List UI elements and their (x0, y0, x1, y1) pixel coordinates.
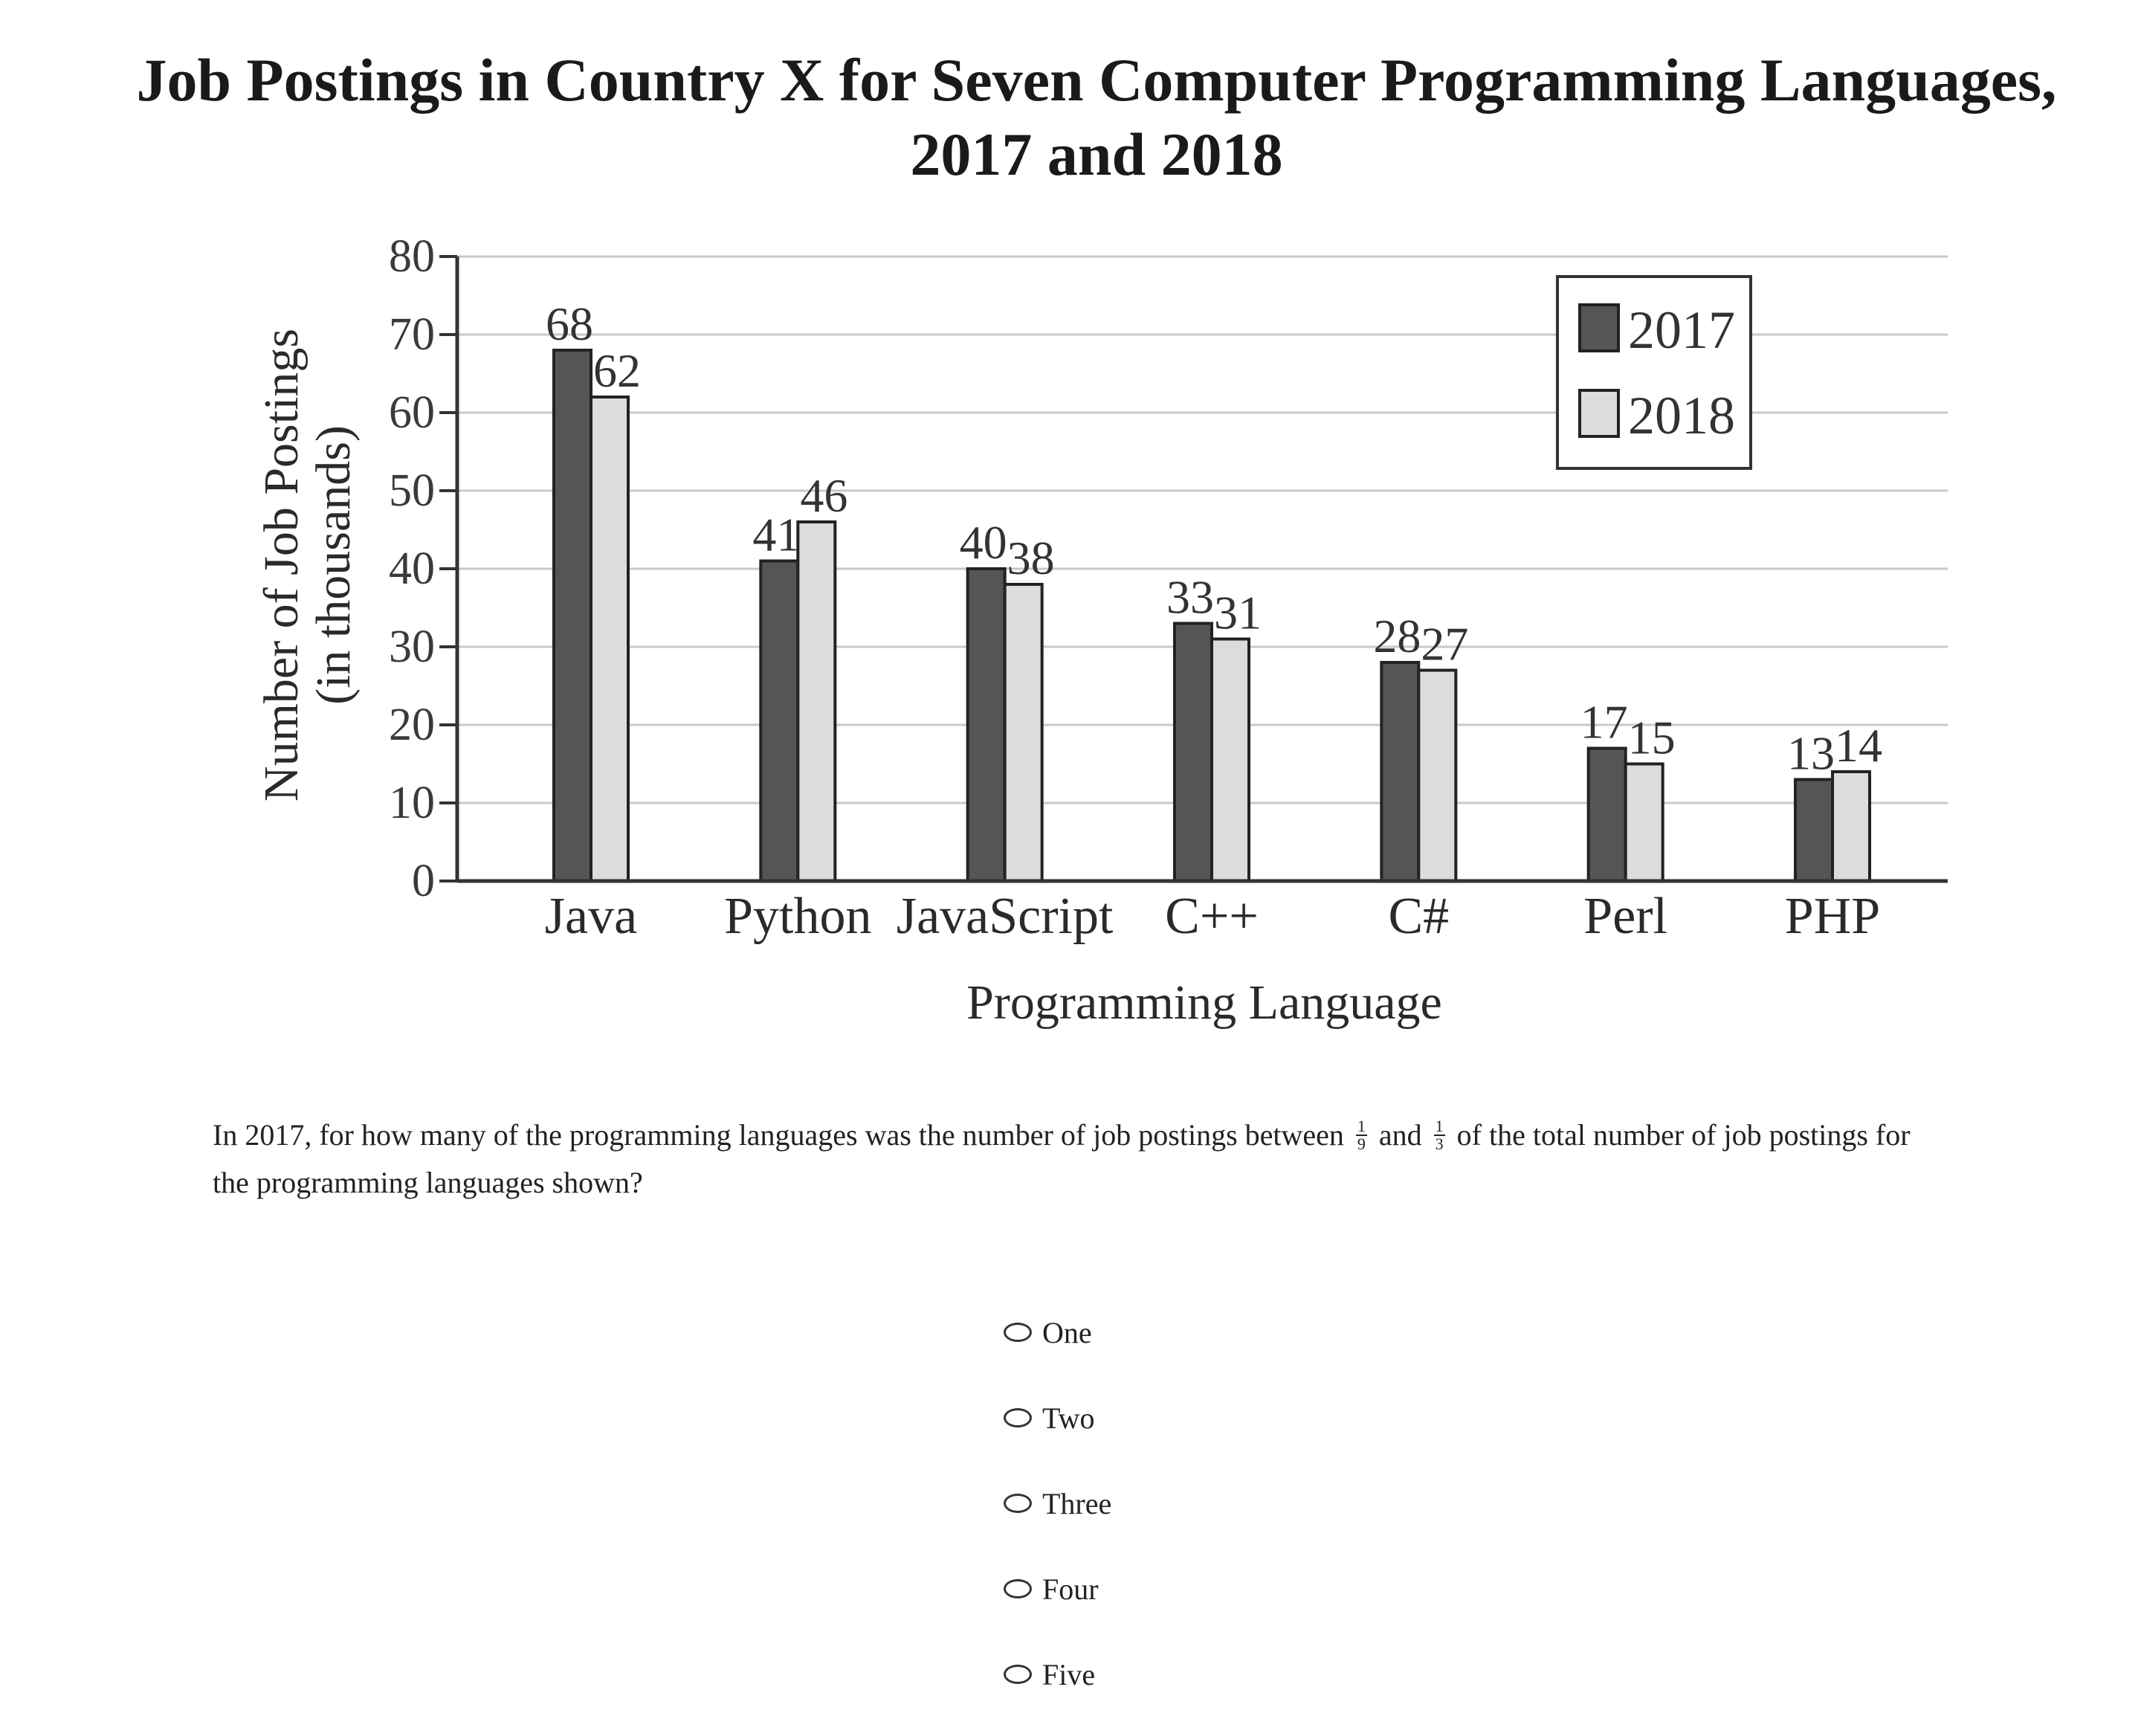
option-three[interactable]: Three (1004, 1480, 1111, 1527)
option-label: Four (1042, 1572, 1099, 1606)
bar-2017-perl (1586, 746, 1627, 882)
question-text: In 2017, for how many of the programming… (213, 1111, 1922, 1207)
data-label-2018: 15 (1628, 711, 1676, 764)
chart-title-line-1: Job Postings in Country X for Seven Comp… (136, 46, 2056, 114)
question-part-1: In 2017, for how many of the programming… (213, 1118, 1344, 1152)
bar-2017-c (1380, 661, 1421, 882)
bar-2018-php (1831, 770, 1871, 882)
data-label-2017: 28 (1373, 610, 1421, 662)
option-label: Five (1042, 1657, 1096, 1691)
fraction-2-numerator: 1 (1433, 1116, 1445, 1136)
data-label-2018: 38 (1007, 532, 1055, 584)
legend: 2017 2018 (1556, 275, 1752, 470)
y-axis-title-line-1: Number of Job Postings (254, 329, 309, 801)
x-tick-label: Perl (1583, 888, 1667, 945)
option-two[interactable]: Two (1004, 1394, 1111, 1442)
y-tick-label: 70 (389, 309, 435, 360)
y-tick-label: 30 (389, 622, 435, 672)
bar-2017-c (1173, 622, 1213, 882)
option-four[interactable]: Four (1004, 1565, 1111, 1613)
option-label: Two (1042, 1401, 1095, 1435)
data-label-2018: 62 (593, 344, 641, 397)
option-five[interactable]: Five (1004, 1651, 1111, 1698)
data-label-2017: 68 (546, 297, 593, 350)
radio-button[interactable] (1004, 1579, 1032, 1598)
bar-2017-php (1794, 778, 1834, 882)
y-tick-label: 0 (412, 856, 435, 906)
x-tick-label: C# (1388, 888, 1449, 945)
x-tick-label: Python (724, 888, 871, 945)
y-tick-label: 10 (389, 778, 435, 828)
bar-2018-c (1210, 637, 1250, 882)
data-label-2018: 46 (800, 469, 847, 522)
legend-label-2018: 2018 (1628, 386, 1735, 445)
option-label: One (1042, 1315, 1092, 1349)
data-label-2017: 13 (1787, 727, 1835, 780)
answer-options: One Two Three Four Five (1004, 1309, 1111, 1736)
chart-title-line-2: 2017 and 2018 (910, 120, 1282, 188)
bar-2018-c (1417, 668, 1458, 882)
bar-2018-javascript (1003, 583, 1044, 882)
x-tick-label: JavaScript (897, 888, 1114, 945)
bar-chart: Job Postings in Country X for Seven Comp… (136, 46, 2056, 1030)
radio-button[interactable] (1004, 1323, 1032, 1342)
option-one[interactable]: One (1004, 1309, 1111, 1356)
data-label-2017: 17 (1580, 696, 1628, 749)
radio-button[interactable] (1004, 1494, 1032, 1513)
question-and-word: and (1378, 1118, 1422, 1152)
y-tick-label: 50 (389, 465, 435, 516)
fraction-1-denominator: 9 (1357, 1134, 1366, 1153)
radio-button[interactable] (1004, 1408, 1032, 1427)
y-tick-label: 40 (389, 543, 435, 594)
data-label-2018: 31 (1214, 587, 1262, 639)
y-axis-title-line-2: (in thousands) (306, 425, 361, 705)
fraction-1-numerator: 1 (1355, 1116, 1367, 1136)
bar-2018-python (796, 520, 837, 882)
bar-2017-javascript (966, 567, 1007, 882)
data-label-2017: 41 (752, 509, 800, 561)
x-tick-label: PHP (1785, 888, 1880, 945)
question-part-2: of the total number of job postings for … (213, 1118, 1911, 1199)
bar-2018-perl (1624, 762, 1664, 882)
legend-swatch-2017 (1578, 303, 1620, 352)
y-tick-label: 20 (389, 700, 435, 750)
legend-label-2017: 2017 (1628, 300, 1735, 360)
fraction-2-denominator: 3 (1435, 1134, 1444, 1153)
bar-2017-python (759, 559, 800, 882)
data-label-2018: 14 (1835, 719, 1882, 772)
data-label-2017: 40 (960, 516, 1007, 569)
option-label: Three (1042, 1486, 1112, 1520)
bar-2017-java (552, 349, 592, 882)
x-axis-title: Programming Language (966, 975, 1442, 1030)
x-tick-label: Java (545, 888, 637, 945)
y-tick-label: 60 (389, 387, 435, 438)
y-tick-label: 80 (389, 231, 435, 282)
legend-swatch-2018 (1578, 389, 1620, 438)
data-label-2017: 33 (1166, 571, 1214, 624)
x-tick-label: C++ (1165, 888, 1259, 945)
radio-button[interactable] (1004, 1665, 1032, 1684)
bar-2018-java (590, 396, 630, 882)
data-label-2018: 27 (1421, 618, 1468, 671)
